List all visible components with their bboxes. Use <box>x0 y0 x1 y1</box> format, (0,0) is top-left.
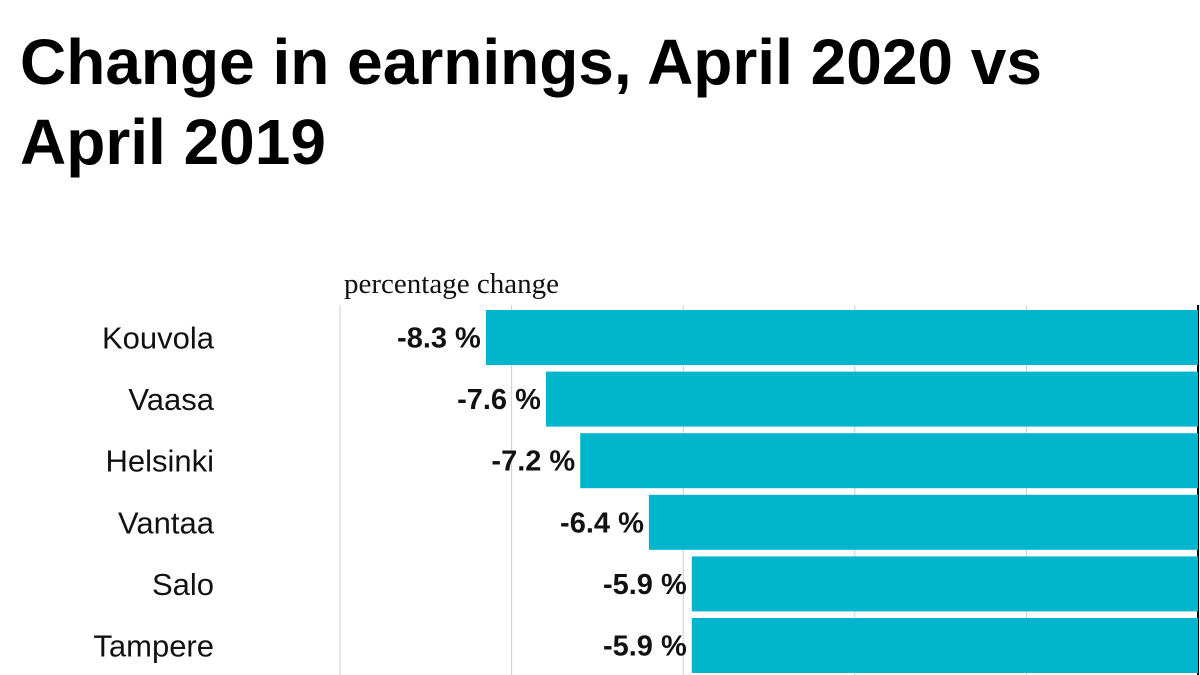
category-label: Salo <box>152 567 214 602</box>
data-label: -7.2 % <box>491 446 575 478</box>
data-label: -5.9 % <box>603 569 687 601</box>
x-axis-label: percentage change <box>344 268 559 300</box>
bar-kouvola <box>485 310 1198 365</box>
bar-tampere <box>691 618 1198 673</box>
chart-title: Change in earnings, April 2020 vs April … <box>20 26 1042 178</box>
bar-helsinki <box>580 433 1198 489</box>
data-label: -5.9 % <box>603 631 687 663</box>
bar-vaasa <box>545 371 1198 427</box>
bar-vantaa <box>648 494 1198 550</box>
data-label: -8.3 % <box>397 323 481 355</box>
category-label: Tampere <box>93 629 214 664</box>
category-label: Kouvola <box>102 321 215 356</box>
category-label: Helsinki <box>105 444 214 479</box>
data-label: -6.4 % <box>560 507 644 539</box>
category-label: Vaasa <box>128 382 214 417</box>
category-label: Vantaa <box>118 505 215 540</box>
bar-salo <box>691 556 1198 612</box>
data-label: -7.6 % <box>457 384 541 416</box>
